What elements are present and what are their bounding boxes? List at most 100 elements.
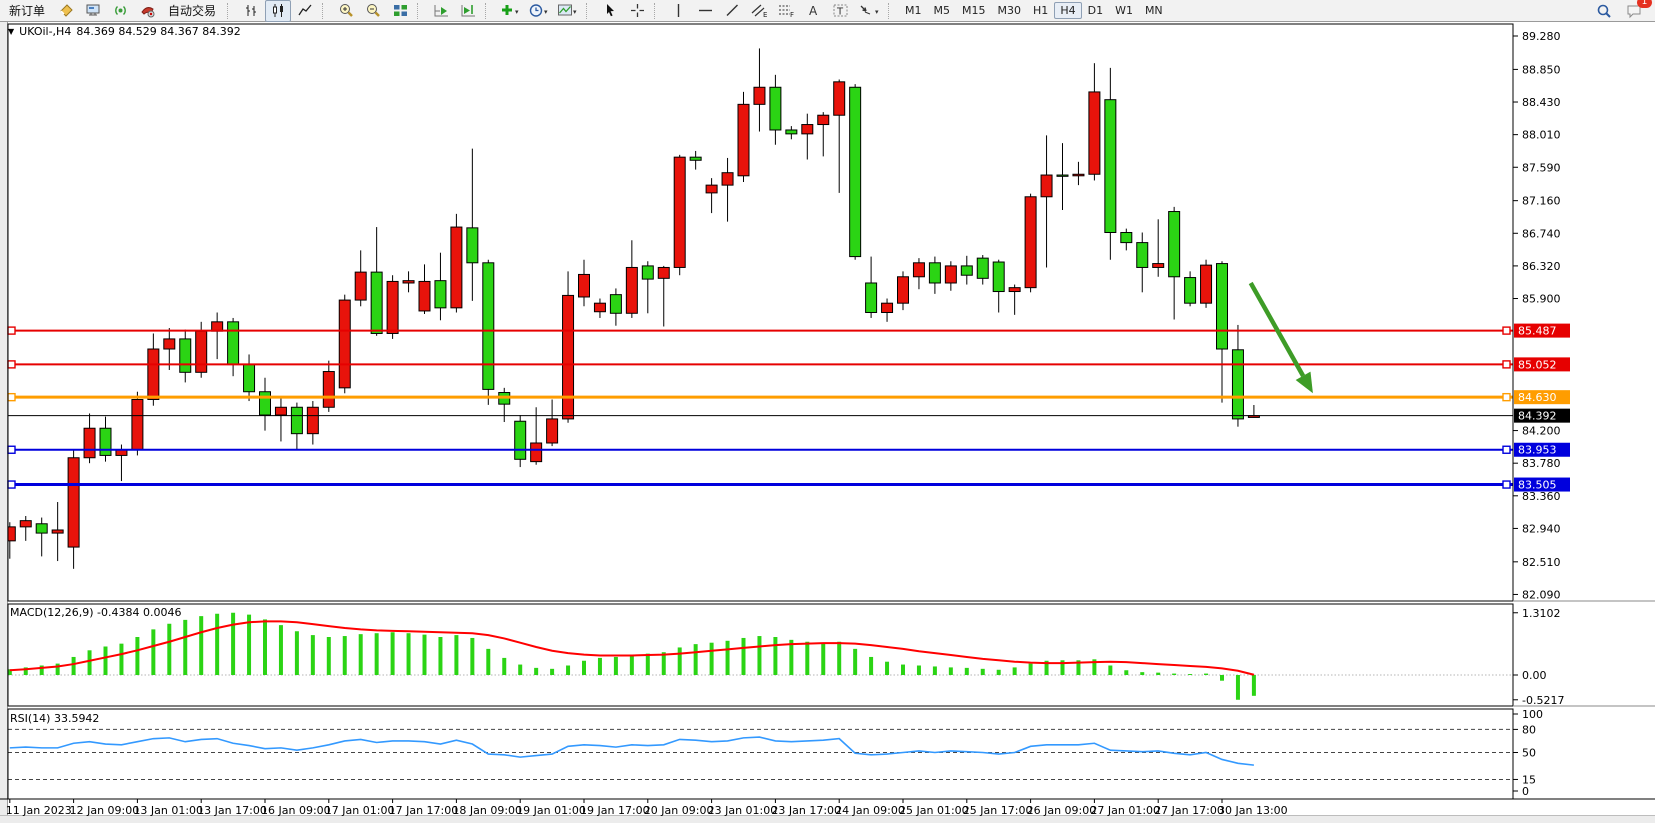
timeframe-m15[interactable]: M15 xyxy=(962,4,986,17)
svg-text:84.200: 84.200 xyxy=(1522,425,1561,438)
text-label-icon[interactable]: T xyxy=(827,0,853,22)
svg-text:23 Jan 01:00: 23 Jan 01:00 xyxy=(708,804,778,817)
svg-text:25 Jan 17:00: 25 Jan 17:00 xyxy=(963,804,1033,817)
svg-text:F: F xyxy=(790,11,794,19)
toolbar-separator xyxy=(888,2,895,19)
timeframe-m5[interactable]: M5 xyxy=(933,4,951,17)
svg-text:100: 100 xyxy=(1522,708,1543,721)
svg-text:16 Jan 09:00: 16 Jan 09:00 xyxy=(261,804,331,817)
svg-text:-0.5217: -0.5217 xyxy=(1522,694,1564,707)
vertical-line-icon[interactable] xyxy=(665,0,691,22)
price-scale: 89.280 88.850 88.430 88.010 87.590 87.160 86.7… xyxy=(1513,30,1564,798)
svg-text:▾: ▾ xyxy=(875,8,879,16)
text-icon[interactable]: A xyxy=(800,0,826,22)
timeframe-d1[interactable]: D1 xyxy=(1087,4,1104,17)
chart-area[interactable]: 85.48785.05284.63084.39283.95383.50589.2… xyxy=(0,22,1655,823)
new-order-button[interactable]: 新订单 xyxy=(2,0,52,22)
timeframe-m30[interactable]: M30 xyxy=(997,4,1022,17)
svg-text:88.430: 88.430 xyxy=(1522,96,1561,109)
svg-text:18 Jan 09:00: 18 Jan 09:00 xyxy=(452,804,522,817)
svg-text:80: 80 xyxy=(1522,723,1536,736)
timeframe-h1[interactable]: H1 xyxy=(1033,4,1049,17)
svg-text:86.320: 86.320 xyxy=(1522,260,1561,273)
toolbar-separator xyxy=(654,2,661,19)
svg-text:20 Jan 09:00: 20 Jan 09:00 xyxy=(644,804,714,817)
svg-text:87.590: 87.590 xyxy=(1522,161,1561,174)
svg-text:84.630: 84.630 xyxy=(1518,391,1557,404)
svg-text:82.510: 82.510 xyxy=(1522,556,1561,569)
search-icon[interactable] xyxy=(1591,0,1617,22)
auto-scroll-icon[interactable] xyxy=(428,0,454,22)
new-order-note-icon[interactable] xyxy=(53,0,79,22)
timeframe-group: M1 M5 M15 M30 H1 H4 D1 W1 MN xyxy=(899,2,1169,19)
rsi-line xyxy=(9,736,1254,766)
chat-icon[interactable]: 1 xyxy=(1621,0,1652,22)
svg-text:82.090: 82.090 xyxy=(1522,588,1561,601)
periods-clock-icon[interactable]: ▾ xyxy=(525,0,553,22)
svg-text:88.850: 88.850 xyxy=(1522,63,1561,76)
bar-chart-icon[interactable] xyxy=(238,0,264,22)
timeframe-h4[interactable]: H4 xyxy=(1054,2,1082,19)
zoom-in-icon[interactable] xyxy=(333,0,359,22)
svg-text:27 Jan 17:00: 27 Jan 17:00 xyxy=(1154,804,1224,817)
svg-text:▾: ▾ xyxy=(544,8,548,16)
svg-text:25 Jan 01:00: 25 Jan 01:00 xyxy=(899,804,969,817)
svg-text:13 Jan 01:00: 13 Jan 01:00 xyxy=(133,804,203,817)
svg-text:89.280: 89.280 xyxy=(1522,30,1561,43)
timeframe-w1[interactable]: W1 xyxy=(1115,4,1133,17)
signal-icon[interactable] xyxy=(107,0,133,22)
toolbar-separator xyxy=(586,2,593,19)
svg-text:50: 50 xyxy=(1522,747,1536,760)
autotrade-icon[interactable] xyxy=(134,0,160,22)
svg-text:15: 15 xyxy=(1522,773,1536,786)
toolbar-separator xyxy=(417,2,424,19)
svg-text:E: E xyxy=(763,11,767,19)
terminal-icon[interactable] xyxy=(80,0,106,22)
svg-text:26 Jan 09:00: 26 Jan 09:00 xyxy=(1027,804,1097,817)
svg-text:T: T xyxy=(836,7,844,18)
line-chart-icon[interactable] xyxy=(292,0,318,22)
svg-text:24 Jan 09:00: 24 Jan 09:00 xyxy=(835,804,905,817)
template-icon[interactable]: ▾ xyxy=(554,0,582,22)
add-indicator-icon[interactable]: ▾ xyxy=(496,0,524,22)
symbol-period-label: UKOil-,H4 xyxy=(19,25,72,38)
autotrade-button[interactable]: 自动交易 xyxy=(161,0,223,22)
svg-text:1.3102: 1.3102 xyxy=(1522,607,1561,620)
svg-text:13 Jan 17:00: 13 Jan 17:00 xyxy=(197,804,267,817)
tile-windows-icon[interactable] xyxy=(387,0,413,22)
channel-icon[interactable]: E xyxy=(746,0,772,22)
horizontal-line-icon[interactable] xyxy=(692,0,718,22)
chevron-down-icon[interactable]: ▼ xyxy=(8,27,15,36)
ohlc-values: 84.369 84.529 84.367 84.392 xyxy=(76,25,241,38)
svg-text:0: 0 xyxy=(1522,785,1529,798)
candles-layer xyxy=(8,48,1260,569)
svg-text:17 Jan 17:00: 17 Jan 17:00 xyxy=(389,804,459,817)
chart-symbol-title[interactable]: ▼ UKOil-,H4 84.369 84.529 84.367 84.392 xyxy=(8,25,241,38)
svg-text:▾: ▾ xyxy=(515,8,519,16)
candlestick-chart-icon[interactable] xyxy=(265,0,292,22)
svg-text:88.010: 88.010 xyxy=(1522,129,1561,142)
toolbar: 新订单 自动交易 xyxy=(0,0,1655,22)
crosshair-icon[interactable] xyxy=(624,0,650,22)
timeframe-m1[interactable]: M1 xyxy=(905,4,922,17)
rsi-indicator-label: RSI(14) 33.5942 xyxy=(10,712,100,725)
cursor-icon[interactable] xyxy=(597,0,623,22)
zoom-out-icon[interactable] xyxy=(360,0,386,22)
trendline-icon[interactable] xyxy=(719,0,745,22)
svg-text:83.780: 83.780 xyxy=(1522,457,1561,470)
horizontal-lines-layer: 85.487 85.052 84.630 84.392 83.953 83.505 xyxy=(7,323,1570,492)
chart-shift-icon[interactable] xyxy=(455,0,481,22)
svg-text:▾: ▾ xyxy=(573,8,577,16)
svg-text:83.360: 83.360 xyxy=(1522,490,1561,503)
timeframe-mn[interactable]: MN xyxy=(1144,4,1163,17)
macd-layer xyxy=(8,612,1256,700)
svg-text:84.392: 84.392 xyxy=(1518,410,1557,423)
fibonacci-icon[interactable]: F xyxy=(773,0,799,22)
svg-text:A: A xyxy=(809,4,818,18)
toolbar-right: 1 xyxy=(1591,0,1653,22)
shapes-arrow-icon[interactable]: ▾ xyxy=(854,0,884,22)
down-arrow-annotation xyxy=(1248,281,1313,394)
toolbar-separator xyxy=(227,2,234,19)
toolbar-separator xyxy=(485,2,492,19)
